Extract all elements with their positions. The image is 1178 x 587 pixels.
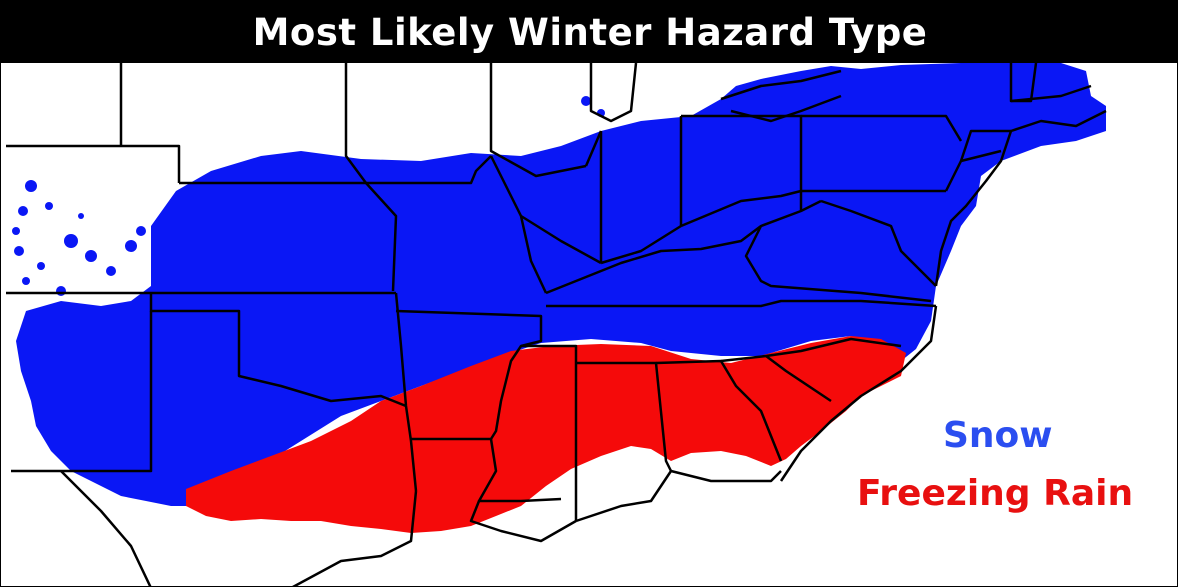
hazard-map (6, 63, 1107, 586)
snow-region (16, 63, 1106, 506)
legend-freezing-rain: Freezing Rain (857, 473, 1134, 514)
freezing-rain-region (186, 336, 906, 533)
title-bar: Most Likely Winter Hazard Type (1, 1, 1177, 63)
legend-snow: Snow (943, 415, 1053, 456)
map-title: Most Likely Winter Hazard Type (252, 10, 928, 54)
state-borders (6, 63, 1107, 586)
